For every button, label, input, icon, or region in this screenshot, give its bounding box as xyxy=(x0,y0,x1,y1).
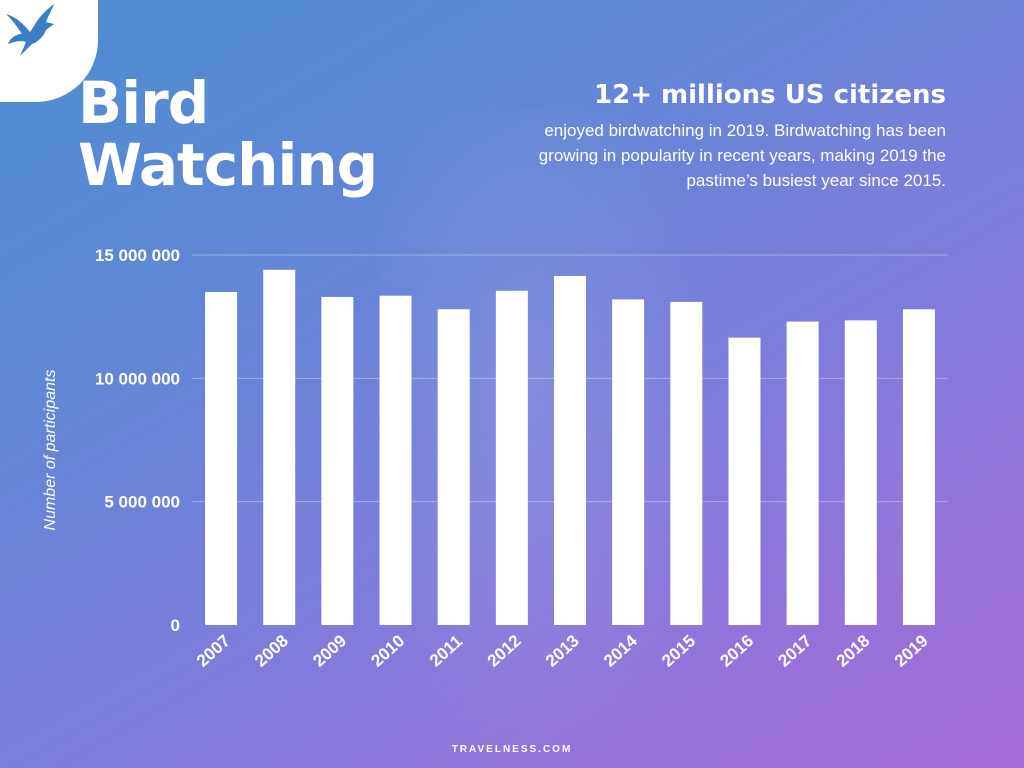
x-tick-label: 2011 xyxy=(426,632,466,671)
headline: 12+ millions US citizens xyxy=(594,80,946,110)
bar xyxy=(786,321,819,625)
bar xyxy=(437,309,470,625)
bar xyxy=(670,301,703,625)
x-tick-label: 2013 xyxy=(542,631,583,670)
y-tick-label: 15 000 000 xyxy=(95,246,180,265)
bird-icon xyxy=(6,4,54,56)
x-tick-label: 2012 xyxy=(484,631,525,670)
x-tick-label: 2015 xyxy=(658,631,699,670)
x-tick-label: 2008 xyxy=(251,631,292,670)
bar xyxy=(728,337,761,625)
description: enjoyed birdwatching in 2019. Birdwatchi… xyxy=(538,121,946,190)
title-line: Bird xyxy=(78,69,209,137)
footer-brand: TRAVELNESS.COM xyxy=(451,744,573,755)
bars-layer xyxy=(205,269,935,625)
x-tick-label: 2017 xyxy=(775,631,816,670)
x-tick-label: 2018 xyxy=(833,631,874,670)
bar xyxy=(612,299,645,625)
bar xyxy=(379,295,412,625)
bar xyxy=(263,269,296,625)
y-tick-label: 0 xyxy=(171,616,180,635)
x-tick-label: 2019 xyxy=(891,631,932,670)
bar xyxy=(495,290,528,625)
y-tick-label: 10 000 000 xyxy=(95,369,180,388)
x-tick-label: 2007 xyxy=(193,631,234,670)
x-tick-label: 2010 xyxy=(367,631,408,670)
x-tick-label: 2009 xyxy=(309,631,350,670)
bar xyxy=(321,296,354,625)
bar xyxy=(844,320,877,625)
y-axis-label: Number of participants xyxy=(42,370,59,531)
y-tick-label: 5 000 000 xyxy=(104,493,180,512)
page-title: Bird Watching xyxy=(78,69,378,199)
background-photo xyxy=(380,110,710,768)
x-tick-label: 2016 xyxy=(716,631,757,670)
x-tick-label: 2014 xyxy=(600,631,641,671)
title-line: Watching xyxy=(78,131,378,199)
bar xyxy=(902,309,935,625)
bar xyxy=(554,275,586,625)
bar xyxy=(205,292,238,625)
